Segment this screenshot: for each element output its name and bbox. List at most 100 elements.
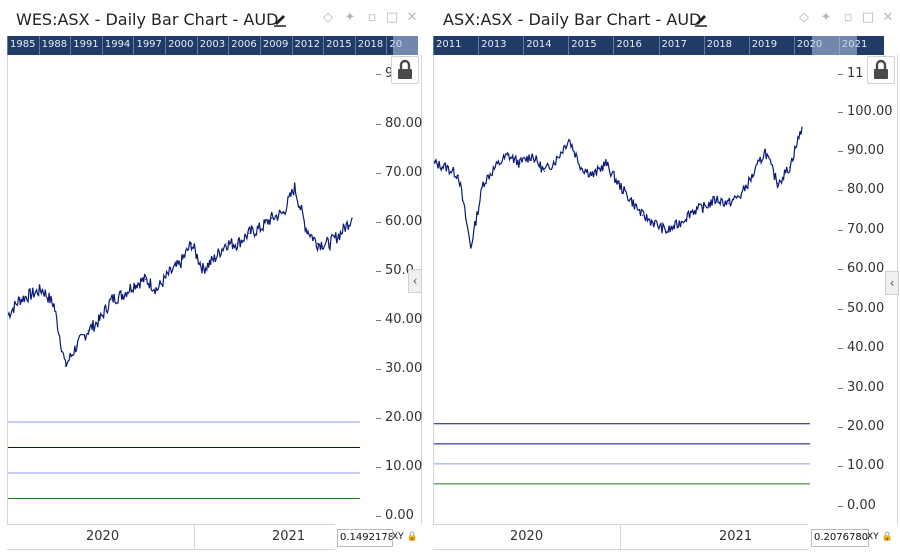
price-point bbox=[482, 182, 484, 184]
y-tick-label: 50.0 bbox=[385, 263, 414, 278]
panel-divider[interactable] bbox=[423, 0, 430, 554]
collapse-arrow-button[interactable]: ‹ bbox=[408, 269, 422, 293]
navigator-tick bbox=[323, 36, 325, 55]
y-tick-mark bbox=[838, 230, 843, 231]
y-tick-label: 90.00 bbox=[847, 143, 885, 158]
maximize-icon[interactable]: □ bbox=[385, 10, 399, 25]
price-point bbox=[259, 227, 261, 229]
price-point bbox=[328, 243, 330, 245]
y-tick-mark bbox=[376, 271, 381, 272]
price-point bbox=[507, 154, 509, 156]
y-tick-label: 9 bbox=[385, 66, 394, 81]
lock-button[interactable] bbox=[867, 56, 895, 84]
x-label-2020: 2020 bbox=[510, 529, 544, 544]
price-series-line bbox=[434, 127, 803, 249]
y-tick-label: 40.00 bbox=[847, 340, 885, 355]
navigator-tick bbox=[228, 36, 230, 55]
y-tick-mark bbox=[838, 190, 843, 191]
price-point bbox=[18, 299, 21, 301]
xy-toggle-button[interactable]: XY 🔒 bbox=[392, 529, 418, 545]
pencil-icon[interactable] bbox=[272, 11, 288, 27]
y-tick-label: 30.00 bbox=[385, 361, 423, 376]
price-point bbox=[715, 198, 717, 200]
navigator-year-label: 1994 bbox=[104, 39, 131, 50]
navigator-year-label: 2015 bbox=[571, 39, 597, 50]
y-tick-label: 80.00 bbox=[847, 182, 885, 197]
price-point bbox=[531, 154, 533, 156]
price-point bbox=[617, 182, 619, 184]
y-tick-label: 11 bbox=[847, 66, 864, 81]
price-chart-svg bbox=[434, 126, 810, 485]
small-lock-icon: 🔒 bbox=[881, 532, 893, 542]
navigator-selection[interactable] bbox=[393, 36, 418, 55]
price-point bbox=[764, 150, 766, 152]
pencil-icon[interactable] bbox=[693, 11, 709, 27]
price-point bbox=[133, 283, 135, 285]
price-point bbox=[519, 162, 521, 164]
navigator-tick bbox=[703, 36, 705, 55]
minimize-icon[interactable]: ▫ bbox=[367, 10, 377, 25]
price-point bbox=[99, 319, 101, 321]
price-point bbox=[271, 217, 273, 219]
price-point bbox=[605, 162, 607, 164]
price-point bbox=[445, 166, 447, 168]
price-point bbox=[752, 174, 754, 176]
plot-area[interactable] bbox=[7, 55, 422, 524]
plot-area[interactable] bbox=[433, 55, 898, 524]
y-tick-label: 20.00 bbox=[847, 419, 885, 434]
price-point bbox=[568, 138, 570, 140]
price-point bbox=[434, 162, 435, 164]
pin-icon[interactable]: ✦ bbox=[344, 10, 356, 25]
price-point bbox=[179, 263, 181, 265]
price-point bbox=[691, 210, 693, 212]
xy-label: XY bbox=[867, 532, 879, 542]
price-point bbox=[556, 158, 558, 160]
y-tick-mark bbox=[838, 309, 843, 310]
price-point bbox=[87, 329, 89, 331]
navigator-tick bbox=[101, 36, 103, 55]
price-point bbox=[282, 212, 284, 214]
y-tick-mark bbox=[838, 269, 843, 270]
date-navigator[interactable]: 2011201320142015201620172018201920202021 bbox=[433, 36, 884, 55]
diamond-icon[interactable]: ◇ bbox=[799, 10, 809, 25]
navigator-year-label: 2015 bbox=[326, 39, 352, 50]
price-point bbox=[703, 206, 705, 208]
price-point bbox=[339, 232, 342, 234]
xy-toggle-button[interactable]: XY 🔒 bbox=[867, 529, 893, 545]
close-icon[interactable]: ✕ bbox=[406, 10, 418, 25]
y-tick-mark bbox=[376, 467, 381, 468]
y-tick-mark bbox=[838, 427, 843, 428]
price-point bbox=[666, 230, 668, 232]
close-icon[interactable]: ✕ bbox=[882, 10, 894, 25]
navigator-selection[interactable] bbox=[811, 36, 857, 55]
minimize-icon[interactable]: ▫ bbox=[843, 10, 853, 25]
date-navigator[interactable]: 1985 1988 1991 1994 1997 2000 2003 2006 2009 2012… bbox=[7, 36, 418, 55]
navigator-year-label: 1988 bbox=[41, 39, 68, 50]
y-tick-mark bbox=[376, 124, 381, 125]
navigator-year-label: 1985 bbox=[10, 39, 36, 50]
navigator-year-label: 2018 bbox=[706, 39, 733, 50]
y-tick-mark bbox=[838, 348, 843, 349]
y-tick-mark bbox=[376, 222, 381, 223]
maximize-icon[interactable]: □ bbox=[861, 10, 875, 25]
navigator-tick bbox=[748, 36, 750, 55]
navigator-tick bbox=[613, 36, 615, 55]
price-point bbox=[8, 314, 9, 316]
navigator-year-label: 2017 bbox=[661, 39, 687, 50]
navigator-tick bbox=[259, 36, 261, 55]
pin-icon[interactable]: ✦ bbox=[820, 10, 832, 25]
navigator-year-label: 2018 bbox=[357, 39, 384, 50]
lock-button[interactable] bbox=[391, 56, 419, 84]
price-point bbox=[678, 222, 680, 224]
y-tick-mark bbox=[376, 418, 381, 419]
price-point bbox=[592, 174, 595, 176]
navigator-year-label: 2006 bbox=[231, 39, 257, 50]
y-tick-label: 0.00 bbox=[847, 498, 876, 513]
price-point bbox=[110, 299, 112, 301]
x-label-2021: 2021 bbox=[272, 529, 306, 544]
diamond-icon[interactable]: ◇ bbox=[323, 10, 333, 25]
navigator-year-label: 2016 bbox=[616, 39, 642, 50]
price-point bbox=[41, 288, 44, 291]
collapse-arrow-button[interactable]: ‹ bbox=[885, 271, 899, 295]
price-point bbox=[30, 294, 32, 296]
